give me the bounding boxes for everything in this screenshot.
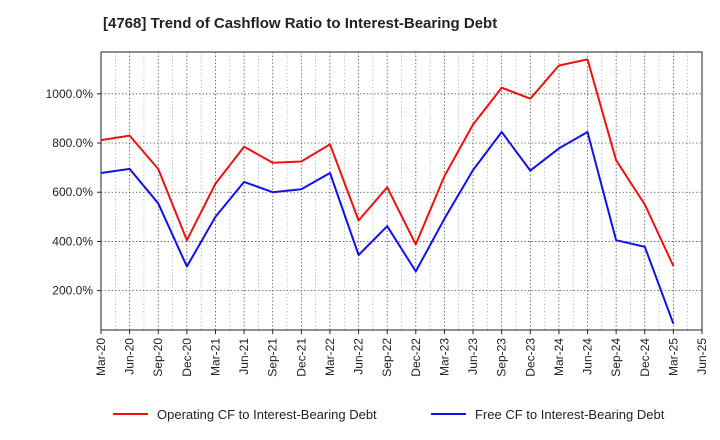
x-tick-label: Jun-22: [352, 338, 366, 375]
legend-label: Free CF to Interest-Bearing Debt: [475, 407, 665, 422]
x-tick-label: Jun-24: [581, 338, 595, 375]
y-tick-label: 600.0%: [52, 185, 93, 199]
x-tick-label: Dec-22: [409, 338, 423, 377]
y-tick-label: 400.0%: [52, 234, 93, 248]
x-tick-label: Sep-22: [380, 338, 394, 377]
x-tick-label: Jun-21: [237, 338, 251, 375]
x-tick-label: Jun-23: [466, 338, 480, 375]
plot-frame: [100, 51, 703, 331]
x-tick-label: Sep-21: [266, 338, 280, 377]
y-tick-label: 1000.0%: [46, 87, 94, 101]
x-tick-label: Sep-24: [609, 338, 623, 377]
x-tick-label: Dec-20: [180, 338, 194, 377]
legend-label: Operating CF to Interest-Bearing Debt: [157, 407, 377, 422]
x-tick-label: Mar-20: [94, 338, 108, 376]
x-tick-label: Dec-21: [294, 338, 308, 377]
x-tick-label: Dec-23: [523, 338, 537, 377]
x-tick-label: Sep-23: [495, 338, 509, 377]
series-line-operating-cf: [100, 58, 675, 267]
y-tick-label: 800.0%: [52, 136, 93, 150]
x-tick-label: Mar-24: [552, 338, 566, 376]
x-tick-label: Mar-25: [666, 338, 680, 376]
x-tick-label: Sep-20: [151, 338, 165, 377]
x-tick-label: Mar-22: [323, 338, 337, 376]
x-tick-label: Mar-21: [208, 338, 222, 376]
series-line-free-cf: [100, 131, 675, 325]
x-tick-label: Dec-24: [638, 338, 652, 377]
chart-title: [4768] Trend of Cashflow Ratio to Intere…: [103, 15, 498, 32]
x-tick-label: Mar-23: [437, 338, 451, 376]
x-tick-label: Jun-20: [123, 338, 137, 375]
x-tick-label: Jun-25: [695, 338, 709, 375]
y-tick-label: 200.0%: [52, 284, 93, 298]
